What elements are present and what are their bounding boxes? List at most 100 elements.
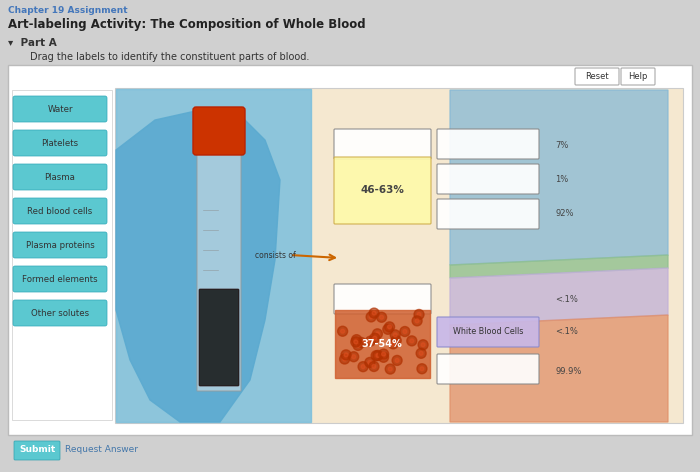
Circle shape: [382, 352, 386, 356]
Circle shape: [341, 350, 351, 360]
FancyBboxPatch shape: [13, 130, 107, 156]
Text: Chapter 19 Assignment: Chapter 19 Assignment: [8, 6, 127, 15]
Circle shape: [391, 342, 395, 346]
Circle shape: [355, 337, 358, 342]
Circle shape: [390, 330, 400, 340]
Circle shape: [416, 348, 426, 358]
Circle shape: [375, 332, 379, 336]
FancyBboxPatch shape: [193, 107, 245, 155]
Polygon shape: [450, 90, 668, 265]
Circle shape: [353, 340, 363, 350]
Circle shape: [372, 336, 377, 340]
Circle shape: [407, 336, 416, 346]
Circle shape: [340, 354, 349, 364]
Text: White Blood Cells: White Blood Cells: [453, 328, 523, 337]
Circle shape: [372, 364, 376, 369]
Circle shape: [341, 329, 344, 333]
Circle shape: [356, 343, 360, 347]
Circle shape: [365, 336, 375, 346]
Bar: [335, 310, 430, 378]
Circle shape: [368, 361, 372, 364]
Circle shape: [418, 340, 428, 350]
Circle shape: [351, 335, 362, 345]
Circle shape: [369, 308, 379, 318]
FancyBboxPatch shape: [12, 90, 112, 420]
FancyBboxPatch shape: [437, 164, 539, 194]
Circle shape: [389, 367, 392, 371]
Text: 92%: 92%: [555, 209, 573, 218]
Circle shape: [379, 352, 389, 362]
Circle shape: [366, 312, 376, 322]
FancyBboxPatch shape: [13, 96, 107, 122]
Circle shape: [419, 351, 423, 355]
Text: 1%: 1%: [555, 175, 568, 184]
Circle shape: [370, 333, 379, 343]
Circle shape: [415, 319, 419, 323]
FancyBboxPatch shape: [437, 317, 539, 347]
Circle shape: [369, 362, 379, 371]
Text: 99.9%: 99.9%: [555, 366, 582, 376]
Text: Formed elements: Formed elements: [22, 275, 98, 284]
Circle shape: [394, 338, 398, 343]
Circle shape: [382, 355, 386, 359]
Circle shape: [379, 315, 384, 319]
Text: Plasma proteins: Plasma proteins: [26, 241, 94, 250]
Circle shape: [392, 355, 402, 365]
FancyBboxPatch shape: [437, 199, 539, 229]
Circle shape: [368, 339, 372, 343]
Circle shape: [386, 327, 390, 331]
Text: Other solutes: Other solutes: [31, 309, 89, 318]
Circle shape: [377, 312, 386, 322]
Polygon shape: [450, 255, 668, 278]
Circle shape: [374, 354, 378, 358]
Text: <.1%: <.1%: [555, 295, 578, 303]
FancyBboxPatch shape: [13, 266, 107, 292]
Circle shape: [384, 322, 395, 332]
Circle shape: [369, 315, 373, 319]
FancyBboxPatch shape: [13, 164, 107, 190]
FancyBboxPatch shape: [334, 284, 431, 314]
Circle shape: [356, 337, 366, 347]
Circle shape: [420, 367, 424, 371]
Text: <.1%: <.1%: [555, 328, 578, 337]
Circle shape: [403, 329, 407, 334]
FancyBboxPatch shape: [575, 68, 619, 85]
Circle shape: [342, 357, 346, 361]
Polygon shape: [116, 110, 280, 422]
Circle shape: [395, 358, 399, 362]
Text: 46-63%: 46-63%: [360, 185, 404, 195]
Circle shape: [373, 350, 383, 361]
Text: Submit: Submit: [19, 446, 55, 455]
Text: consists of: consists of: [255, 251, 295, 260]
FancyBboxPatch shape: [199, 289, 239, 386]
Text: Platelets: Platelets: [41, 138, 78, 147]
Bar: [116, 89, 311, 422]
FancyBboxPatch shape: [334, 129, 431, 159]
Circle shape: [410, 339, 414, 343]
Circle shape: [412, 316, 422, 326]
Circle shape: [372, 329, 382, 339]
Circle shape: [417, 312, 421, 316]
FancyBboxPatch shape: [621, 68, 655, 85]
Text: Water: Water: [48, 104, 73, 113]
Text: Request Answer: Request Answer: [65, 446, 138, 455]
Circle shape: [421, 343, 425, 347]
FancyBboxPatch shape: [13, 300, 107, 326]
Circle shape: [376, 354, 380, 357]
FancyBboxPatch shape: [8, 65, 692, 435]
Text: Drag the labels to identify the constituent parts of blood.: Drag the labels to identify the constitu…: [30, 52, 309, 62]
Text: Help: Help: [629, 72, 648, 81]
Text: ▾  Part A: ▾ Part A: [8, 38, 57, 48]
Polygon shape: [450, 315, 668, 422]
Circle shape: [400, 327, 410, 337]
Text: Plasma: Plasma: [45, 172, 76, 182]
FancyBboxPatch shape: [14, 441, 60, 460]
Circle shape: [359, 340, 363, 345]
Circle shape: [391, 336, 401, 346]
Text: Art-labeling Activity: The Composition of Whole Blood: Art-labeling Activity: The Composition o…: [8, 18, 365, 31]
Text: Reset: Reset: [585, 72, 609, 81]
Circle shape: [389, 339, 398, 349]
Circle shape: [351, 355, 356, 359]
Circle shape: [417, 364, 427, 374]
Circle shape: [385, 364, 396, 374]
